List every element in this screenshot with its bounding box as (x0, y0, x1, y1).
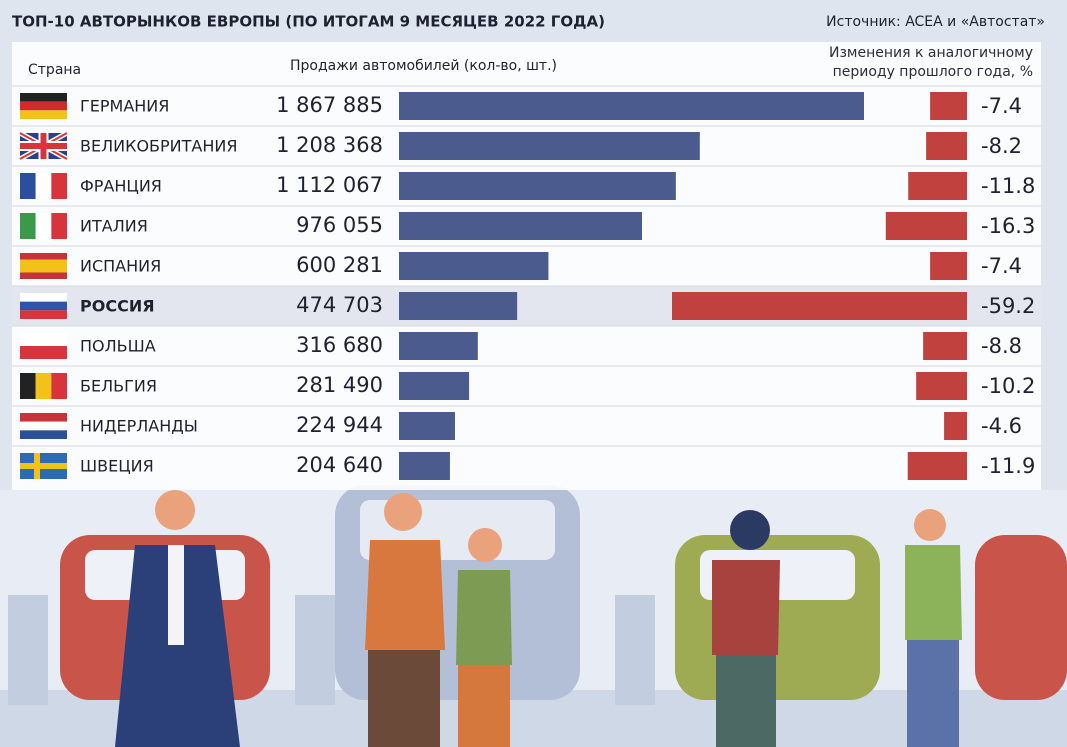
flag-stripe (20, 333, 67, 346)
bar (399, 252, 549, 280)
flag (20, 293, 67, 319)
flag-stripe (34, 453, 40, 479)
bar (923, 332, 967, 360)
bar (399, 372, 470, 400)
value-label: 204 640 (296, 453, 383, 477)
bar (930, 252, 967, 280)
category-label: ШВЕЦИЯ (80, 457, 154, 476)
flag-stripe (20, 213, 36, 239)
bar (916, 372, 967, 400)
value-label: 1 112 067 (276, 173, 383, 197)
value-label: 281 490 (296, 373, 383, 397)
chart-title: ТОП-10 АВТОРЫНКОВ ЕВРОПЫ (ПО ИТОГАМ 9 МЕ… (12, 13, 605, 31)
flag-stripe (20, 430, 67, 439)
value-label: -8.8 (981, 334, 1022, 358)
bar (399, 212, 642, 240)
flag-stripe (35, 373, 52, 399)
flag-stripe (20, 173, 36, 199)
flag-stripe (20, 346, 67, 359)
bar (399, 172, 676, 200)
value-label: -10.2 (981, 374, 1035, 398)
value-label: -8.2 (981, 134, 1022, 158)
flag-stripe (40, 133, 47, 159)
value-label: 600 281 (296, 253, 383, 277)
flag (20, 453, 67, 479)
value-label: 1 867 885 (276, 93, 383, 117)
flag-stripe (20, 310, 67, 319)
bar (944, 412, 967, 440)
flag-stripe (20, 421, 67, 431)
value-label: -4.6 (981, 414, 1022, 438)
category-label: БЕЛЬГИЯ (80, 377, 157, 396)
flag-stripe (20, 93, 67, 102)
flag-stripe (20, 413, 67, 422)
flag (20, 93, 67, 119)
bar (926, 132, 967, 160)
flag-stripe (51, 213, 67, 239)
category-label: ФРАНЦИЯ (80, 177, 162, 196)
value-label: -16.3 (981, 214, 1035, 238)
bar (930, 92, 967, 120)
source: Источник: ACEA и «Автостат» (826, 14, 1045, 30)
value-label: 224 944 (296, 413, 383, 437)
flag (20, 253, 67, 279)
flag (18, 130, 69, 162)
bar (399, 92, 864, 120)
flag (20, 333, 67, 359)
category-label: РОССИЯ (80, 297, 155, 316)
bar (672, 292, 967, 320)
flag (20, 173, 67, 199)
bar (885, 212, 967, 240)
flag-stripe (51, 373, 67, 399)
flag-stripe (20, 293, 67, 302)
category-label: ВЕЛИКОБРИТАНИЯ (80, 137, 237, 156)
category-label: ИСПАНИЯ (80, 257, 161, 276)
value-label: -7.4 (981, 254, 1022, 278)
flag-stripe (35, 173, 52, 199)
value-label: -59.2 (981, 294, 1035, 318)
flag-stripe (20, 259, 67, 273)
flag-stripe (20, 463, 67, 469)
value-label: -7.4 (981, 94, 1022, 118)
bar (907, 452, 967, 480)
flag-stripe (20, 373, 36, 399)
value-label: 976 055 (296, 213, 383, 237)
flag-stripe (20, 110, 67, 119)
value-label: -11.8 (981, 174, 1035, 198)
category-label: ГЕРМАНИЯ (80, 97, 169, 116)
category-label: НИДЕРЛАНДЫ (80, 417, 198, 436)
value-label: -11.9 (981, 454, 1035, 478)
column-header: Страна (28, 62, 81, 78)
flag-stripe (51, 173, 67, 199)
value-label: 474 703 (296, 293, 383, 317)
column-header: Продажи автомобилей (кол-во, шт.) (290, 58, 557, 74)
flag (20, 413, 67, 439)
bar (399, 452, 450, 480)
flag-stripe (35, 213, 52, 239)
category-label: ИТАЛИЯ (80, 217, 148, 236)
flag-stripe (20, 101, 67, 111)
column-header: Изменения к аналогичному периоду прошлог… (828, 45, 1033, 80)
flag (20, 213, 67, 239)
bar (399, 292, 518, 320)
bar (399, 332, 478, 360)
value-label: 316 680 (296, 333, 383, 357)
illustration (0, 485, 1067, 747)
value-label: 1 208 368 (276, 133, 383, 157)
bar (399, 412, 455, 440)
bar (908, 172, 967, 200)
flag-stripe (20, 301, 67, 311)
bar (399, 132, 700, 160)
flag (20, 373, 67, 399)
category-label: ПОЛЬША (80, 337, 156, 356)
